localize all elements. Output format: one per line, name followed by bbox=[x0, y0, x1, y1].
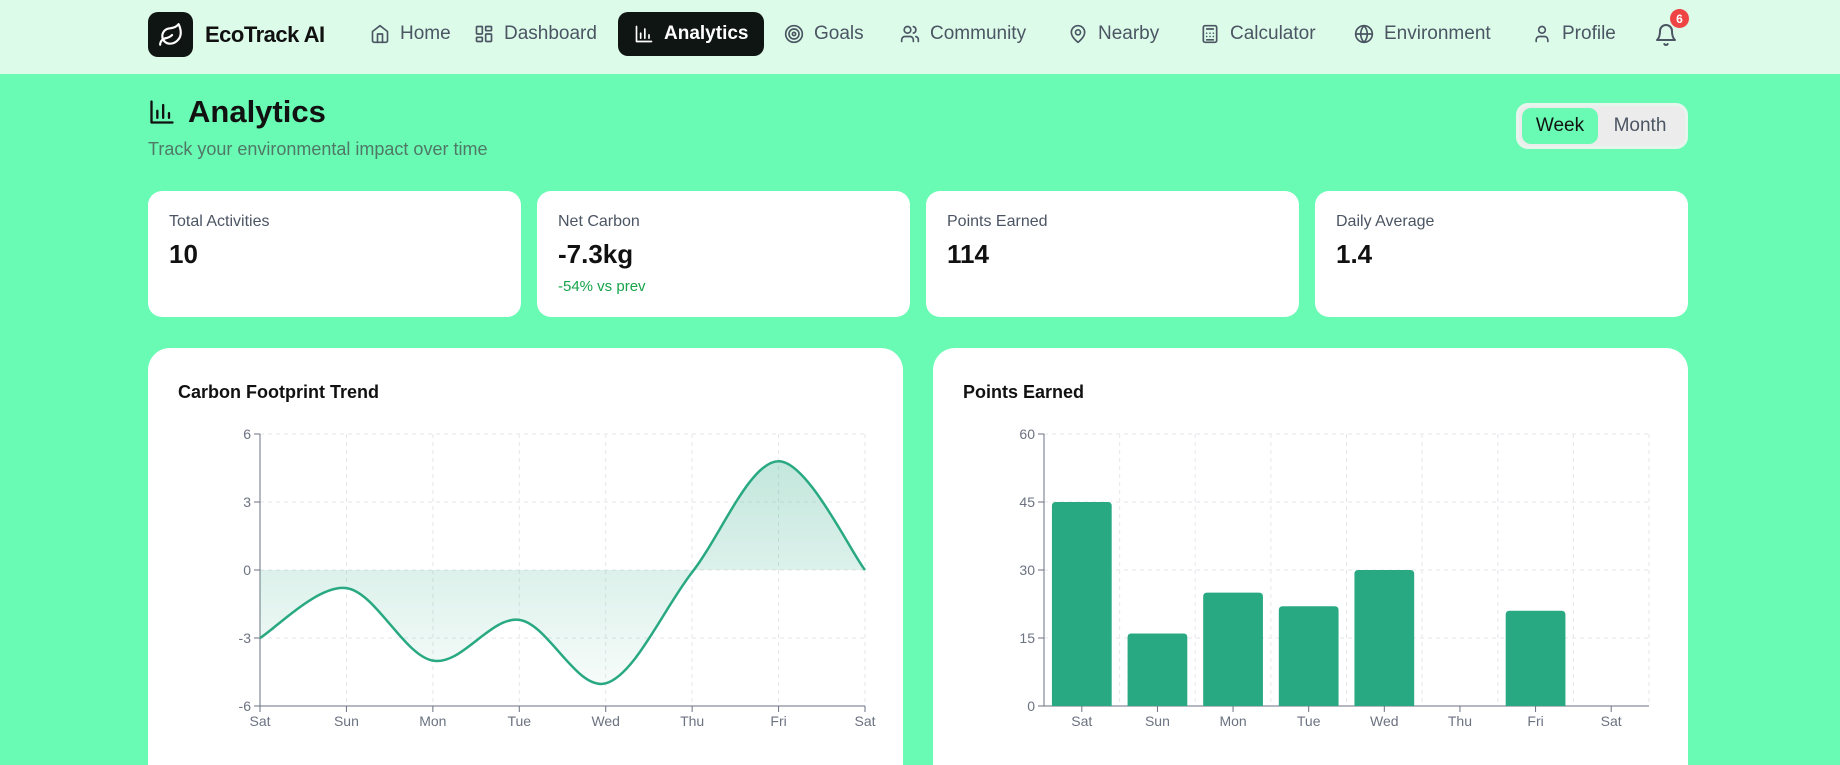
target-icon bbox=[784, 24, 804, 44]
period-toggle: Week Month bbox=[1516, 103, 1688, 149]
stat-delta: -54% vs prev bbox=[558, 278, 646, 295]
chart-title: Points Earned bbox=[963, 382, 1085, 402]
nav-item-label: Calculator bbox=[1230, 23, 1316, 44]
leaf-icon bbox=[148, 12, 193, 57]
x-tick-label: Sun bbox=[1145, 713, 1170, 729]
nav-item-label: Goals bbox=[814, 23, 864, 44]
x-tick-label: Thu bbox=[1448, 713, 1472, 729]
nav-item-label: Community bbox=[930, 23, 1027, 44]
dashboard-icon bbox=[475, 25, 493, 43]
bar-tue bbox=[1278, 606, 1339, 706]
nav-item-label: Home bbox=[400, 23, 451, 44]
nav-item-label: Nearby bbox=[1098, 23, 1160, 44]
x-tick-label: Sun bbox=[334, 713, 359, 729]
nav-item-calculator[interactable]: Calculator bbox=[1184, 12, 1332, 56]
x-tick-label: Sat bbox=[1071, 713, 1092, 729]
x-tick-label: Wed bbox=[1370, 713, 1399, 729]
bar-sun bbox=[1127, 633, 1188, 706]
nav-item-home[interactable]: Home bbox=[354, 12, 467, 56]
x-tick-label: Sat bbox=[1601, 713, 1622, 729]
nav-item-goals[interactable]: Goals bbox=[768, 12, 880, 56]
month-toggle-button[interactable]: Month bbox=[1613, 115, 1667, 136]
x-tick-label: Tue bbox=[1297, 713, 1321, 729]
carbon-area bbox=[260, 461, 865, 684]
points-earned-card: Points Earned 60 45 30 15 0 Sat Sun Mon Tue Wed Th… bbox=[933, 348, 1688, 765]
nav-item-environment[interactable]: Environment bbox=[1338, 12, 1507, 56]
y-tick-label: -3 bbox=[239, 630, 252, 646]
x-tick-label: Thu bbox=[680, 713, 704, 729]
nav-item-label: Environment bbox=[1384, 23, 1491, 44]
stat-value: -7.3kg bbox=[558, 239, 634, 269]
page-title: Analytics bbox=[148, 94, 326, 130]
page-title-text: Analytics bbox=[188, 94, 326, 129]
y-tick-label: 0 bbox=[243, 562, 251, 578]
x-tick-label: Sat bbox=[854, 713, 875, 729]
globe-icon bbox=[1354, 24, 1374, 44]
stat-value: 1.4 bbox=[1336, 239, 1373, 269]
points-earned-chart: 60 45 30 15 0 Sat Sun Mon Tue Wed Thu Fri Sat bbox=[1019, 426, 1650, 729]
chart-title: Carbon Footprint Trend bbox=[178, 382, 379, 402]
nav-item-label: Dashboard bbox=[504, 23, 597, 44]
y-tick-label: 3 bbox=[243, 494, 251, 510]
y-tick-label: 30 bbox=[1019, 562, 1035, 578]
nav-item-nearby[interactable]: Nearby bbox=[1052, 12, 1175, 56]
stat-value: 10 bbox=[169, 239, 198, 269]
y-tick-label: 0 bbox=[1027, 698, 1035, 714]
nav-item-dashboard[interactable]: Dashboard bbox=[458, 12, 613, 56]
app-name: EcoTrack AI bbox=[205, 21, 325, 47]
nav-item-community[interactable]: Community bbox=[884, 12, 1042, 56]
stat-label: Total Activities bbox=[169, 213, 270, 230]
home-icon bbox=[371, 24, 389, 44]
notification-badge: 6 bbox=[1670, 9, 1689, 28]
x-tick-label: Wed bbox=[591, 713, 620, 729]
bar-fri bbox=[1505, 610, 1566, 706]
nav-item-label: Analytics bbox=[664, 23, 749, 44]
x-tick-label: Mon bbox=[1219, 713, 1246, 729]
stat-card-total-activities: Total Activities 10 bbox=[148, 191, 521, 317]
x-tick-label: Fri bbox=[770, 713, 786, 729]
map-pin-icon bbox=[1070, 24, 1086, 44]
user-icon bbox=[1535, 25, 1549, 43]
stat-card-daily-average: Daily Average 1.4 bbox=[1315, 191, 1688, 317]
y-tick-label: 45 bbox=[1019, 494, 1035, 510]
x-tick-label: Tue bbox=[507, 713, 531, 729]
nav-item-profile[interactable]: Profile bbox=[1516, 12, 1632, 56]
stat-label: Daily Average bbox=[1336, 213, 1435, 230]
page-subtitle: Track your environmental impact over tim… bbox=[148, 139, 488, 159]
x-tick-label: Sat bbox=[249, 713, 270, 729]
x-tick-label: Mon bbox=[419, 713, 446, 729]
bar-chart-icon bbox=[150, 100, 174, 124]
week-toggle-button[interactable]: Week bbox=[1522, 108, 1598, 144]
y-tick-label: 60 bbox=[1019, 426, 1035, 442]
bar-chart-icon bbox=[635, 25, 653, 43]
stat-value: 114 bbox=[947, 239, 989, 269]
bar-wed bbox=[1354, 570, 1415, 706]
carbon-line bbox=[259, 459, 866, 686]
bar-sat bbox=[1051, 502, 1112, 706]
x-tick-label: Fri bbox=[1527, 713, 1543, 729]
bar-mon bbox=[1203, 592, 1263, 706]
carbon-trend-card: Carbon Footprint Trend 6 3 0 -3 -6 Sat Sun Mon T… bbox=[148, 348, 903, 765]
notifications-button[interactable] bbox=[1648, 17, 1684, 53]
y-tick-label: -6 bbox=[239, 698, 252, 714]
stat-label: Net Carbon bbox=[558, 213, 640, 230]
top-nav: EcoTrack AI Home Dashboard Analytics Goals C… bbox=[0, 0, 1840, 74]
stat-label: Points Earned bbox=[947, 213, 1048, 230]
bell-icon bbox=[1656, 24, 1676, 46]
nav-item-analytics[interactable]: Analytics bbox=[618, 12, 765, 56]
y-tick-label: 6 bbox=[243, 426, 251, 442]
stat-card-points-earned: Points Earned 114 bbox=[926, 191, 1299, 317]
nav-item-label: Profile bbox=[1562, 23, 1616, 44]
users-icon bbox=[900, 25, 920, 43]
y-tick-label: 15 bbox=[1019, 630, 1035, 646]
stat-card-net-carbon: Net Carbon -7.3kg -54% vs prev bbox=[537, 191, 910, 317]
calculator-icon bbox=[1202, 24, 1218, 44]
brand[interactable]: EcoTrack AI bbox=[148, 12, 325, 57]
